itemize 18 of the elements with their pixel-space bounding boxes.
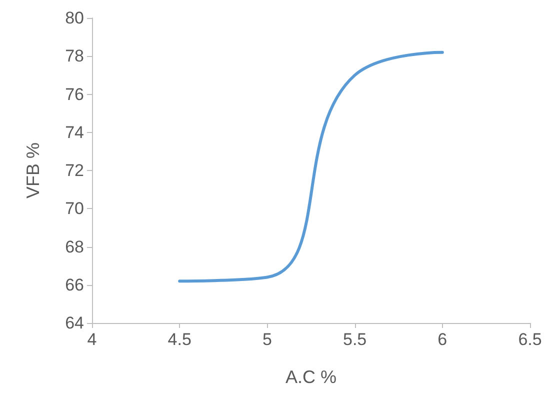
y-tick-label: 72 (65, 161, 84, 180)
x-tick-label: 5.5 (342, 330, 367, 349)
x-tick-label: 4 (87, 330, 97, 349)
y-tick-label: 64 (65, 314, 84, 332)
y-tick-label: 74 (65, 122, 84, 142)
x-tick-label: 6 (438, 330, 448, 349)
x-tick-label: 5 (262, 330, 272, 349)
line-series (178, 50, 444, 283)
x-tick-label: 4.5 (168, 330, 192, 349)
x-tick-label: 6.5 (518, 330, 542, 349)
y-axis-title: VFB % (23, 142, 43, 199)
y-tick-label: 78 (65, 46, 84, 66)
y-tick-label: 76 (65, 84, 84, 104)
x-axis-title: A.C % (285, 367, 337, 387)
y-tick-label: 66 (65, 275, 84, 294)
y-tick-label: 68 (65, 237, 84, 256)
y-tick-label: 70 (65, 199, 84, 218)
y-tick-label: 80 (65, 8, 84, 28)
